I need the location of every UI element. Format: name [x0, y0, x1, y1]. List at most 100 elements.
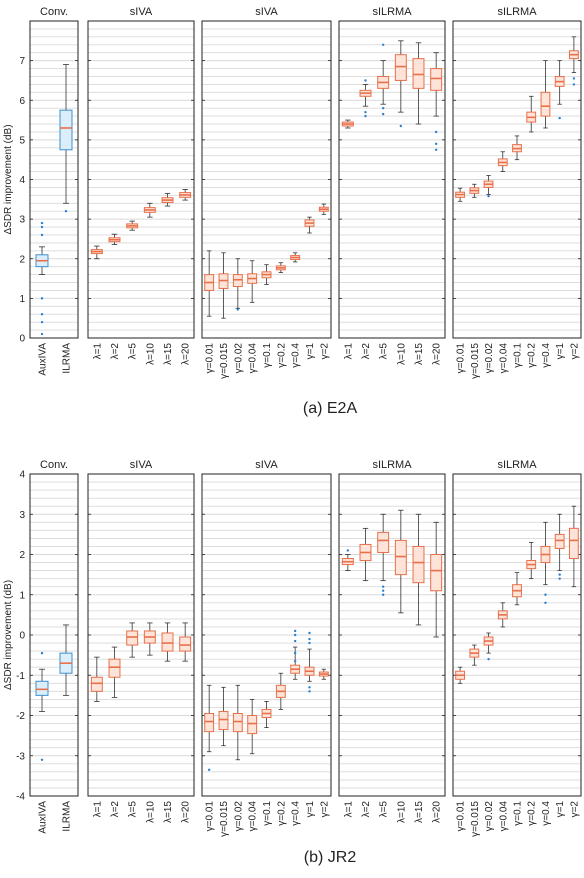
y-tick-label: 4	[19, 470, 25, 481]
y-tick-label: 1	[19, 590, 25, 601]
outlier-point	[434, 142, 438, 146]
y-tick-label: 1	[19, 294, 25, 305]
box-3	[497, 602, 508, 628]
x-tick-label: γ=0.04	[248, 801, 259, 832]
y-tick-label: -3	[16, 751, 25, 762]
outlier-point	[572, 83, 576, 86]
outlier-point	[40, 225, 44, 229]
x-tick-label: γ=0.01	[456, 801, 467, 832]
box-iqr	[412, 545, 425, 584]
outlier-point	[572, 77, 576, 80]
panel-title: sIVA	[255, 6, 278, 18]
outlier-point	[293, 639, 297, 643]
x-tick-label: λ=20	[181, 801, 192, 823]
x-tick-label: λ=1	[343, 801, 354, 818]
outlier-point	[487, 194, 490, 198]
x-tick-label: λ=10	[396, 343, 407, 365]
box-2	[377, 43, 390, 116]
outlier-point	[308, 686, 311, 689]
box-iqr	[554, 533, 565, 549]
x-tick-label: ILRMA	[62, 801, 73, 832]
box-0	[204, 684, 215, 772]
outlier-point	[364, 79, 367, 82]
box-4	[412, 42, 425, 125]
y-tick-label: 2	[19, 254, 25, 265]
box-8	[318, 668, 329, 680]
box-3	[247, 260, 258, 303]
outlier-point	[236, 308, 240, 311]
outlier-point	[293, 633, 297, 637]
box-2	[232, 684, 243, 761]
outlier-point	[40, 651, 44, 655]
x-tick-label: λ=5	[379, 801, 390, 818]
box-1	[359, 79, 372, 118]
y-axis-label: ΔSDR improvement (dB)	[3, 580, 14, 690]
box-1	[108, 646, 121, 698]
x-tick-label: γ=0.02	[484, 343, 495, 374]
box-iqr	[161, 632, 174, 652]
panel-title: sILRMA	[372, 6, 412, 18]
box-0	[455, 666, 466, 684]
x-tick-label: γ=1	[305, 343, 316, 360]
box-iqr	[394, 54, 407, 81]
box-iqr	[35, 680, 49, 696]
x-tick-label: γ=0.02	[233, 801, 244, 832]
box-iqr	[59, 109, 73, 151]
box-2	[377, 513, 390, 596]
outlier-point	[381, 43, 385, 46]
outlier-point	[558, 116, 561, 120]
box-iqr	[430, 554, 443, 592]
x-tick-label: λ=2	[110, 801, 121, 818]
panel-title: sIVA	[130, 459, 153, 471]
box-5	[179, 189, 192, 201]
box-7	[554, 513, 565, 580]
outlier-point	[544, 601, 547, 604]
box-1	[59, 624, 73, 696]
box-5	[430, 52, 443, 151]
panel-title: sIVA	[255, 459, 278, 471]
box-1	[469, 644, 480, 666]
outlier-point	[40, 297, 44, 300]
outlier-point	[381, 589, 385, 592]
outlier-point	[293, 651, 297, 655]
y-tick-label: 3	[19, 510, 25, 521]
x-tick-label: γ=0.015	[470, 801, 481, 837]
outlier-point	[558, 573, 561, 576]
y-tick-label: -4	[16, 792, 25, 803]
box-iqr	[394, 539, 407, 576]
x-tick-label: λ=2	[361, 343, 372, 360]
box-iqr	[108, 658, 121, 678]
box-2	[483, 632, 494, 661]
outlier-point	[434, 148, 438, 151]
box-1	[218, 252, 229, 319]
x-tick-label: λ=20	[181, 343, 192, 365]
x-tick-label: λ=15	[163, 801, 174, 823]
figure-b: ΔSDR improvement (dB) -4 -3 -2 -1 0 1 2 3 4 Conv. A…	[3, 459, 582, 866]
panel-2: sIVA γ=0.01 γ=0.015 γ=0.02 γ=0.04 γ=0.1 γ=0.2 γ…	[201, 6, 332, 379]
outlier-point	[558, 577, 561, 580]
box-iqr	[540, 91, 551, 117]
panel-title: Conv.	[40, 6, 68, 18]
x-tick-label: γ=0.1	[513, 801, 524, 826]
x-tick-label: γ=0.4	[291, 343, 302, 368]
x-tick-label: λ=10	[145, 801, 156, 823]
outlier-point	[364, 110, 367, 114]
x-tick-label: γ=0.02	[233, 343, 244, 374]
box-iqr	[377, 531, 390, 553]
box-8	[568, 505, 579, 588]
x-tick-label: γ=0.01	[205, 343, 216, 374]
outlier-point	[487, 657, 490, 661]
x-tick-label: γ=0.01	[205, 801, 216, 832]
box-7	[554, 60, 565, 120]
outlier-point	[381, 112, 385, 116]
box-4	[512, 572, 522, 606]
outlier-point	[399, 124, 403, 128]
box-8	[318, 203, 329, 215]
box-0	[90, 656, 103, 702]
outlier-point	[308, 631, 311, 635]
x-tick-label: λ=10	[396, 801, 407, 823]
outlier-point	[40, 758, 44, 761]
outlier-point	[381, 106, 385, 110]
